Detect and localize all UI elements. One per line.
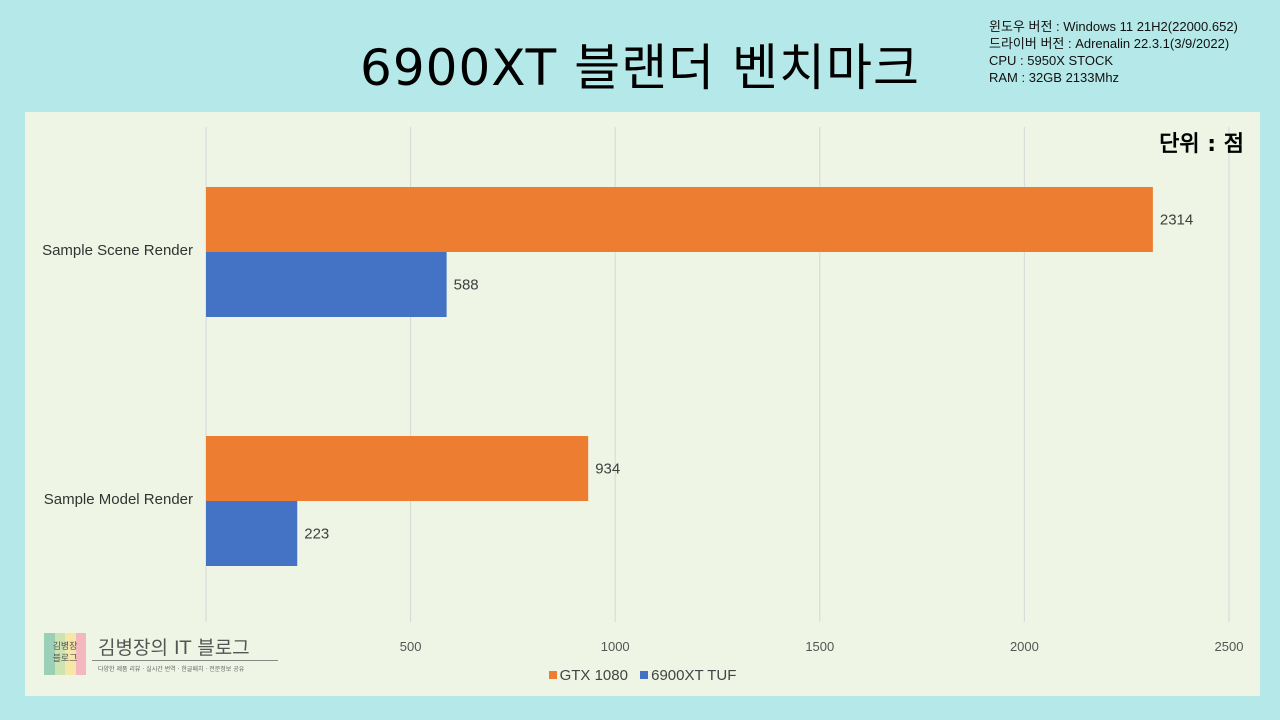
bar-chart: 500 1000 1500 2000 2500 2314 588 934 223 [205,127,1244,654]
x-tick-label-1500: 1500 [805,639,834,654]
spec-line-cpu: CPU : 5950X STOCK [989,53,1114,68]
logo-name: 김병장의 IT 블로그 [98,637,250,659]
spec-line-windows: 윈도우 버전 : Windows 11 21H2(22000.652) [989,19,1238,34]
data-label-0-1: 934 [595,461,620,478]
category-label-model: Sample Model Render [43,491,193,508]
logo-mark: 김병장 블로그 [44,633,86,675]
category-label-scene: Sample Scene Render [42,242,193,259]
unit-label: 단위 : 점 [1159,132,1244,157]
spec-line-driver: 드라이버 버전 : Adrenalin 22.3.1(3/9/2022) [989,36,1230,51]
legend-swatch-orange [548,671,557,680]
legend-item-gtx1080: GTX 1080 [548,667,628,684]
spec-line-ram: RAM : 32GB 2133Mhz [989,70,1120,85]
bar-gtx-1080-1 [206,436,589,501]
logo-tagline: 다양한 제품 리뷰 · 실시간 번역 · 한글패치 · 전문정보 공유 [98,666,245,673]
logo-underline [92,660,278,661]
blog-logo: 김병장 블로그 김병장의 IT 블로그 다양한 제품 리뷰 · 실시간 번역 · … [44,633,284,677]
system-specs: 윈도우 버전 : Windows 11 21H2(22000.652) 드라이버… [989,18,1238,86]
x-tick-label-2500: 2500 [1215,639,1244,654]
legend: GTX 1080 6900XT TUF [25,667,1260,684]
bar-gtx-1080-0 [206,187,1153,252]
chart-title: 6900XT 블랜더 벤치마크 [360,39,920,97]
legend-swatch-blue [640,671,649,680]
bar-6900xt-tuf-1 [206,501,298,566]
x-tick-label-500: 500 [400,639,422,654]
legend-label-gtx1080: GTX 1080 [559,667,628,684]
data-label-1-0: 588 [454,277,479,294]
chart-panel: 500 1000 1500 2000 2500 2314 588 934 223 단위 : 점 … [25,112,1260,696]
data-label-1-1: 223 [304,526,329,543]
legend-item-6900xt: 6900XT TUF [640,667,736,684]
legend-label-6900xt: 6900XT TUF [651,667,737,684]
x-tick-label-2000: 2000 [1010,639,1039,654]
data-label-0-0: 2314 [1160,212,1193,229]
bar-6900xt-tuf-0 [206,252,447,317]
x-tick-label-1000: 1000 [601,639,630,654]
